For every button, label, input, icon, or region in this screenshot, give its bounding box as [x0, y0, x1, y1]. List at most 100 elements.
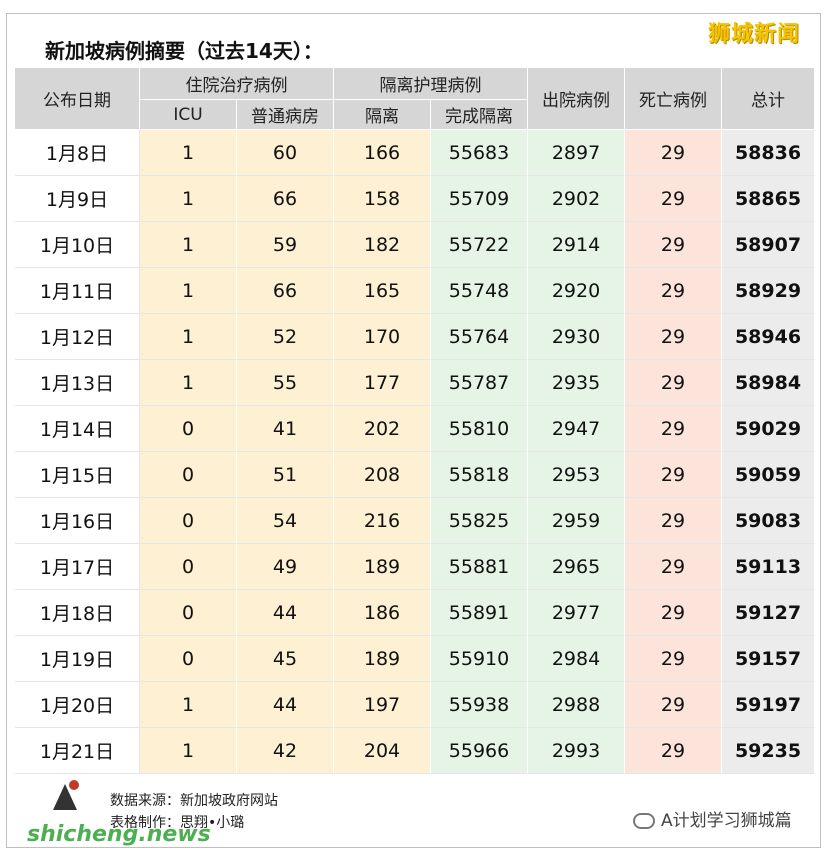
cell-isolation: 189 — [334, 636, 431, 682]
cell-deaths: 29 — [625, 590, 722, 636]
cell-date: 1月18日 — [15, 590, 140, 636]
cell-ward: 55 — [237, 360, 334, 406]
table-row: 1月14日 0 41 202 55810 2947 29 59029 — [15, 406, 815, 452]
cell-ward: 66 — [237, 176, 334, 222]
site-watermark: shicheng.news — [27, 822, 211, 847]
cell-total: 58929 — [722, 268, 815, 314]
table-row: 1月19日 0 45 189 55910 2984 29 59157 — [15, 636, 815, 682]
table-row: 1月12日 1 52 170 55764 2930 29 58946 — [15, 314, 815, 360]
cell-completed: 55709 — [431, 176, 528, 222]
cell-isolation: 197 — [334, 682, 431, 728]
cell-icu: 1 — [140, 222, 237, 268]
footer: 数据来源：新加坡政府网站 表格制作：思翔•小璐 shicheng.news A计… — [15, 778, 815, 847]
cell-total: 59235 — [722, 728, 815, 774]
cell-completed: 55764 — [431, 314, 528, 360]
cell-deaths: 29 — [625, 406, 722, 452]
cell-total: 58946 — [722, 314, 815, 360]
cell-ward: 44 — [237, 682, 334, 728]
cell-completed: 55683 — [431, 130, 528, 176]
cell-icu: 0 — [140, 498, 237, 544]
cell-date: 1月20日 — [15, 682, 140, 728]
cell-ward: 59 — [237, 222, 334, 268]
cell-total: 59083 — [722, 498, 815, 544]
cell-date: 1月15日 — [15, 452, 140, 498]
cell-discharged: 2984 — [528, 636, 625, 682]
cell-discharged: 2935 — [528, 360, 625, 406]
cell-completed: 55910 — [431, 636, 528, 682]
header-hospital-group: 住院治疗病例 — [140, 68, 334, 100]
cell-ward: 52 — [237, 314, 334, 360]
cell-total: 59157 — [722, 636, 815, 682]
table-row: 1月8日 1 60 166 55683 2897 29 58836 — [15, 130, 815, 176]
table-row: 1月9日 1 66 158 55709 2902 29 58865 — [15, 176, 815, 222]
cell-icu: 1 — [140, 360, 237, 406]
cell-deaths: 29 — [625, 130, 722, 176]
table-row: 1月13日 1 55 177 55787 2935 29 58984 — [15, 360, 815, 406]
cell-deaths: 29 — [625, 314, 722, 360]
cell-icu: 0 — [140, 406, 237, 452]
cell-discharged: 2930 — [528, 314, 625, 360]
cell-total: 59059 — [722, 452, 815, 498]
table-body: 1月8日 1 60 166 55683 2897 29 58836 1月9日 1 66 158 5570… — [15, 130, 815, 774]
cell-date: 1月19日 — [15, 636, 140, 682]
cell-total: 59113 — [722, 544, 815, 590]
cell-date: 1月21日 — [15, 728, 140, 774]
header-date: 公布日期 — [15, 68, 140, 130]
source-credits: 数据来源：新加坡政府网站 表格制作：思翔•小璐 — [110, 790, 278, 834]
cell-deaths: 29 — [625, 360, 722, 406]
cell-icu: 1 — [140, 682, 237, 728]
cell-ward: 60 — [237, 130, 334, 176]
cell-discharged: 2993 — [528, 728, 625, 774]
page-title: 新加坡病例摘要（过去14天）： — [45, 39, 323, 63]
cell-isolation: 165 — [334, 268, 431, 314]
cell-isolation: 186 — [334, 590, 431, 636]
cell-isolation: 166 — [334, 130, 431, 176]
cell-date: 1月16日 — [15, 498, 140, 544]
cell-completed: 55938 — [431, 682, 528, 728]
table-row: 1月17日 0 49 189 55881 2965 29 59113 — [15, 544, 815, 590]
cell-date: 1月11日 — [15, 268, 140, 314]
cell-date: 1月13日 — [15, 360, 140, 406]
cell-completed: 55825 — [431, 498, 528, 544]
cell-deaths: 29 — [625, 498, 722, 544]
cell-icu: 1 — [140, 130, 237, 176]
header-discharged: 出院病例 — [528, 68, 625, 130]
table-row: 1月16日 0 54 216 55825 2959 29 59083 — [15, 498, 815, 544]
cell-ward: 51 — [237, 452, 334, 498]
cell-discharged: 2977 — [528, 590, 625, 636]
cell-deaths: 29 — [625, 728, 722, 774]
cell-ward: 45 — [237, 636, 334, 682]
table-row: 1月10日 1 59 182 55722 2914 29 58907 — [15, 222, 815, 268]
logo-dot-icon — [69, 780, 79, 790]
cell-total: 58907 — [722, 222, 815, 268]
header-ward: 普通病房 — [237, 100, 334, 130]
table-row: 1月15日 0 51 208 55818 2953 29 59059 — [15, 452, 815, 498]
header-total: 总计 — [722, 68, 815, 130]
cell-total: 58984 — [722, 360, 815, 406]
cell-completed: 55966 — [431, 728, 528, 774]
cell-isolation: 182 — [334, 222, 431, 268]
cell-date: 1月8日 — [15, 130, 140, 176]
cell-ward: 54 — [237, 498, 334, 544]
cell-total: 58865 — [722, 176, 815, 222]
cell-deaths: 29 — [625, 452, 722, 498]
cell-icu: 0 — [140, 636, 237, 682]
cell-total: 58836 — [722, 130, 815, 176]
cell-date: 1月12日 — [15, 314, 140, 360]
author-text: 表格制作：思翔•小璐 — [110, 815, 245, 831]
cell-date: 1月14日 — [15, 406, 140, 452]
cell-ward: 66 — [237, 268, 334, 314]
cell-total: 59197 — [722, 682, 815, 728]
cell-total: 59029 — [722, 406, 815, 452]
cell-isolation: 177 — [334, 360, 431, 406]
cell-discharged: 2914 — [528, 222, 625, 268]
header-icu: ICU — [140, 100, 237, 130]
cell-deaths: 29 — [625, 682, 722, 728]
cell-completed: 55748 — [431, 268, 528, 314]
cell-discharged: 2947 — [528, 406, 625, 452]
header-completed: 完成隔离 — [431, 100, 528, 130]
cell-completed: 55881 — [431, 544, 528, 590]
cell-discharged: 2920 — [528, 268, 625, 314]
cell-total: 59127 — [722, 590, 815, 636]
cell-discharged: 2959 — [528, 498, 625, 544]
